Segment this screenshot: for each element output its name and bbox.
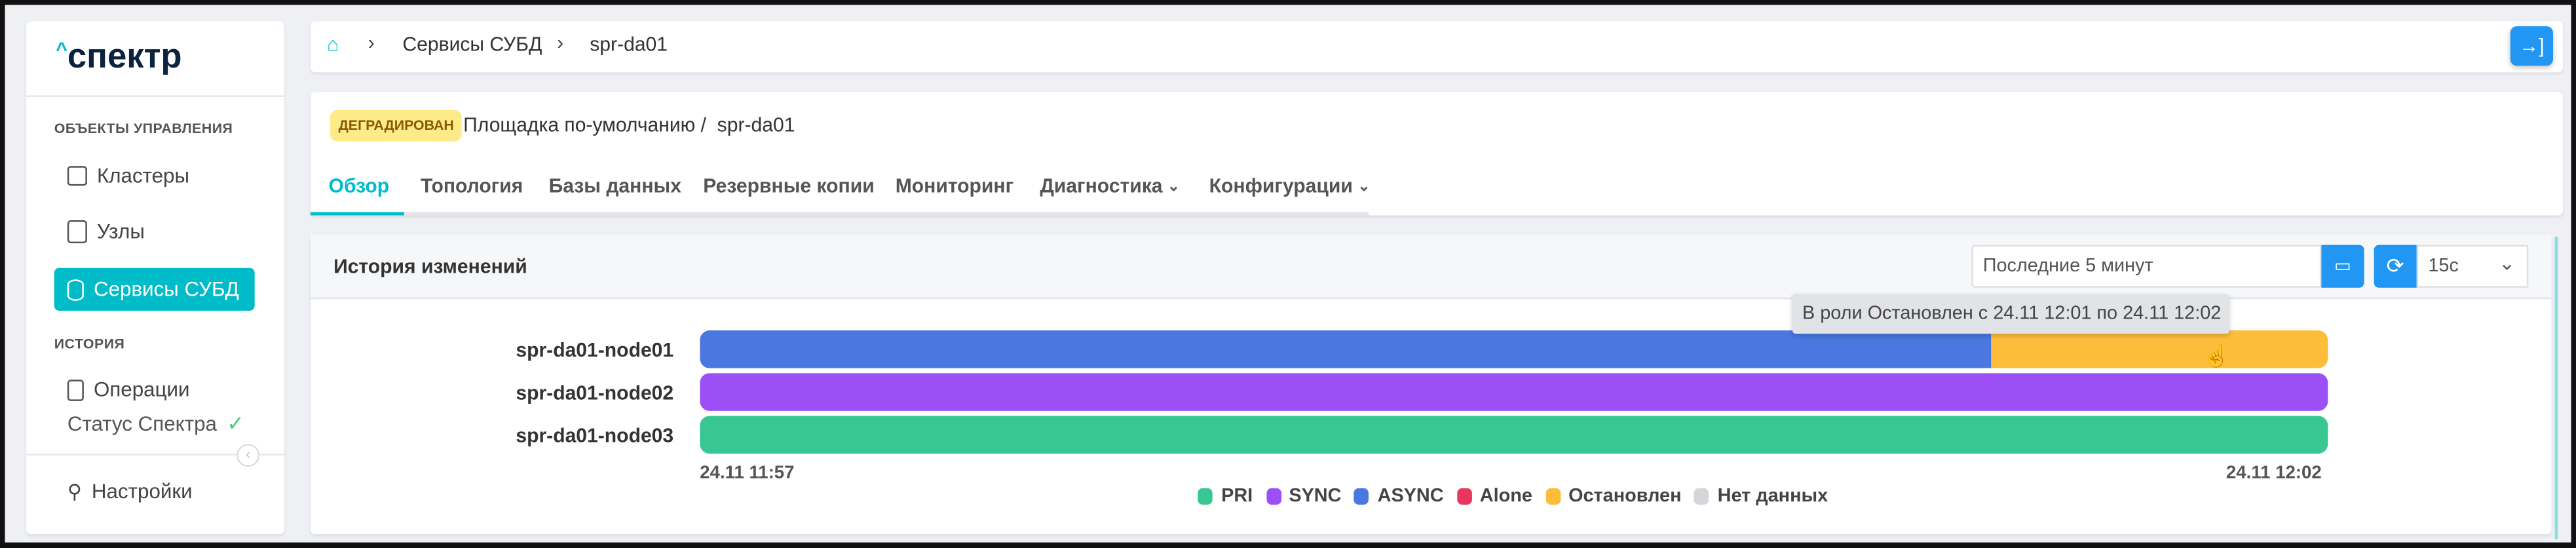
document-icon: [67, 379, 84, 401]
legend: PRI SYNC ASYNC Alone Остановлен Нет данных: [225, 486, 2576, 509]
legend-item[interactable]: Нет данных: [1694, 486, 1828, 507]
legend-swatch: [1266, 488, 1281, 505]
sidebar-item-label: Настройки: [91, 480, 193, 503]
chevron-down-icon: ⌄: [2499, 251, 2516, 275]
timeline-segment[interactable]: [1990, 330, 2328, 368]
axis-start-label: 24.11 11:57: [700, 463, 795, 484]
logout-button[interactable]: →]: [2510, 26, 2553, 66]
breadcrumb: ⌂ › Сервисы СУБД › spr-da01 →]: [310, 21, 2564, 73]
time-range-input[interactable]: Последние 5 минут: [1971, 245, 2322, 288]
tab-configurations[interactable]: Конфигурации ⌄: [1209, 174, 1371, 197]
tab-label: Диагностика: [1040, 174, 1163, 197]
home-icon[interactable]: ⌂: [327, 33, 339, 56]
chevron-right-icon: ›: [368, 31, 375, 54]
section-history: ИСТОРИЯ: [54, 335, 125, 352]
tab-monitoring[interactable]: Мониторинг: [896, 174, 1013, 197]
breadcrumb-db-services[interactable]: Сервисы СУБД: [402, 33, 542, 56]
legend-label: SYNC: [1289, 486, 1342, 507]
chevron-right-icon: ›: [557, 31, 564, 54]
spectr-status[interactable]: Статус Спектра ✓: [67, 411, 245, 437]
legend-label: ASYNC: [1377, 486, 1444, 507]
timeline-bar-node01[interactable]: [700, 330, 2328, 368]
tooltip-text: В роли Остановлен с 24.11 12:01 по 24.11…: [1802, 303, 2222, 324]
hand-cursor-icon: ☝: [2203, 343, 2230, 368]
logo: ^спектр: [56, 37, 182, 76]
service-path: Площадка по-умолчанию / spr-da01: [463, 113, 795, 137]
legend-item[interactable]: SYNC: [1266, 486, 1341, 506]
sidebar-item-label: Узлы: [96, 220, 145, 244]
cluster-icon: [67, 166, 87, 186]
sidebar: ^спектр ОБЪЕКТЫ УПРАВЛЕНИЯ Кластеры Узлы…: [26, 21, 284, 535]
timeline-segment[interactable]: [700, 416, 2328, 454]
legend-item[interactable]: Остановлен: [1545, 486, 1682, 506]
tab-label: Резервные копии: [703, 174, 875, 197]
tab-label: Топология: [420, 174, 523, 197]
sidebar-item-settings[interactable]: ⚲ Настройки: [67, 480, 193, 503]
database-gear-icon: [67, 279, 84, 300]
calendar-button[interactable]: ▭: [2321, 245, 2364, 288]
legend-swatch: [1198, 488, 1213, 505]
tooltip: В роли Остановлен с 24.11 12:01 по 24.11…: [1792, 294, 2229, 334]
sidebar-item-nodes[interactable]: Узлы: [67, 220, 145, 244]
refresh-interval-value: 15с: [2428, 256, 2459, 277]
tab-label: Мониторинг: [895, 174, 1014, 197]
tab-databases[interactable]: Базы данных: [549, 174, 681, 197]
legend-item[interactable]: ASYNC: [1354, 486, 1444, 507]
scrollbar[interactable]: [2554, 237, 2558, 539]
timeline-segment[interactable]: [700, 330, 1991, 368]
node-label: spr-da01-node03: [516, 423, 674, 448]
logout-icon: →]: [2519, 34, 2545, 58]
calendar-icon: ▭: [2334, 256, 2352, 277]
legend-label: Alone: [1479, 486, 1532, 507]
tab-backups[interactable]: Резервные копии: [703, 174, 874, 197]
legend-label: PRI: [1221, 486, 1253, 507]
legend-swatch: [1456, 488, 1472, 505]
check-icon: ✓: [227, 410, 245, 436]
sidebar-item-db-services[interactable]: Сервисы СУБД: [54, 267, 255, 311]
tab-active-indicator: [310, 212, 404, 216]
timeline-segment[interactable]: [700, 373, 2328, 411]
legend-swatch: [1545, 488, 1561, 505]
status-label: Статус Спектра: [67, 412, 217, 436]
node-label: spr-da01-node02: [516, 381, 674, 404]
timeline-bar-node02[interactable]: [700, 373, 2328, 411]
tab-topology[interactable]: Топология: [421, 174, 523, 197]
sidebar-item-clusters[interactable]: Кластеры: [67, 165, 189, 187]
legend-swatch: [1694, 488, 1710, 505]
sidebar-item-label: Кластеры: [96, 164, 190, 187]
refresh-button[interactable]: ⟳: [2374, 245, 2417, 288]
time-range-value: Последние 5 минут: [1982, 256, 2153, 277]
legend-label: Остановлен: [1568, 486, 1682, 507]
refresh-icon: ⟳: [2386, 253, 2404, 278]
tab-label: Конфигурации: [1209, 174, 1353, 197]
tab-label: Базы данных: [548, 174, 681, 197]
chevron-down-icon: ⌄: [1167, 176, 1180, 193]
user-icon: ⚲: [67, 480, 82, 503]
collapse-sidebar-button[interactable]: ‹: [237, 444, 260, 467]
axis-end-label: 24.11 12:02: [2226, 463, 2322, 484]
tab-label: Обзор: [328, 174, 390, 197]
node-label: spr-da01-node01: [516, 338, 674, 362]
legend-item[interactable]: PRI: [1198, 486, 1253, 506]
history-title: История изменений: [333, 254, 527, 278]
refresh-interval-select[interactable]: 15с ⌄: [2416, 245, 2529, 288]
service-header: ДЕГРАДИРОВАН Площадка по-умолчанию / spr…: [310, 92, 2564, 216]
server-icon: [67, 220, 87, 244]
sidebar-item-label: Сервисы СУБД: [93, 277, 239, 301]
tab-diagnostics[interactable]: Диагностика ⌄: [1040, 174, 1180, 197]
timeline-bar-node03[interactable]: [700, 416, 2328, 454]
status-badge: ДЕГРАДИРОВАН: [330, 110, 463, 142]
sidebar-item-label: Операции: [93, 378, 190, 401]
sidebar-item-operations[interactable]: Операции: [67, 378, 190, 401]
legend-label: Нет данных: [1717, 486, 1828, 507]
legend-swatch: [1354, 488, 1370, 505]
chevron-down-icon: ⌄: [1357, 176, 1371, 193]
tab-overview[interactable]: Обзор: [329, 174, 390, 197]
legend-item[interactable]: Alone: [1456, 486, 1532, 507]
section-objects: ОБЪЕКТЫ УПРАВЛЕНИЯ: [54, 120, 233, 137]
breadcrumb-current: spr-da01: [590, 33, 668, 56]
